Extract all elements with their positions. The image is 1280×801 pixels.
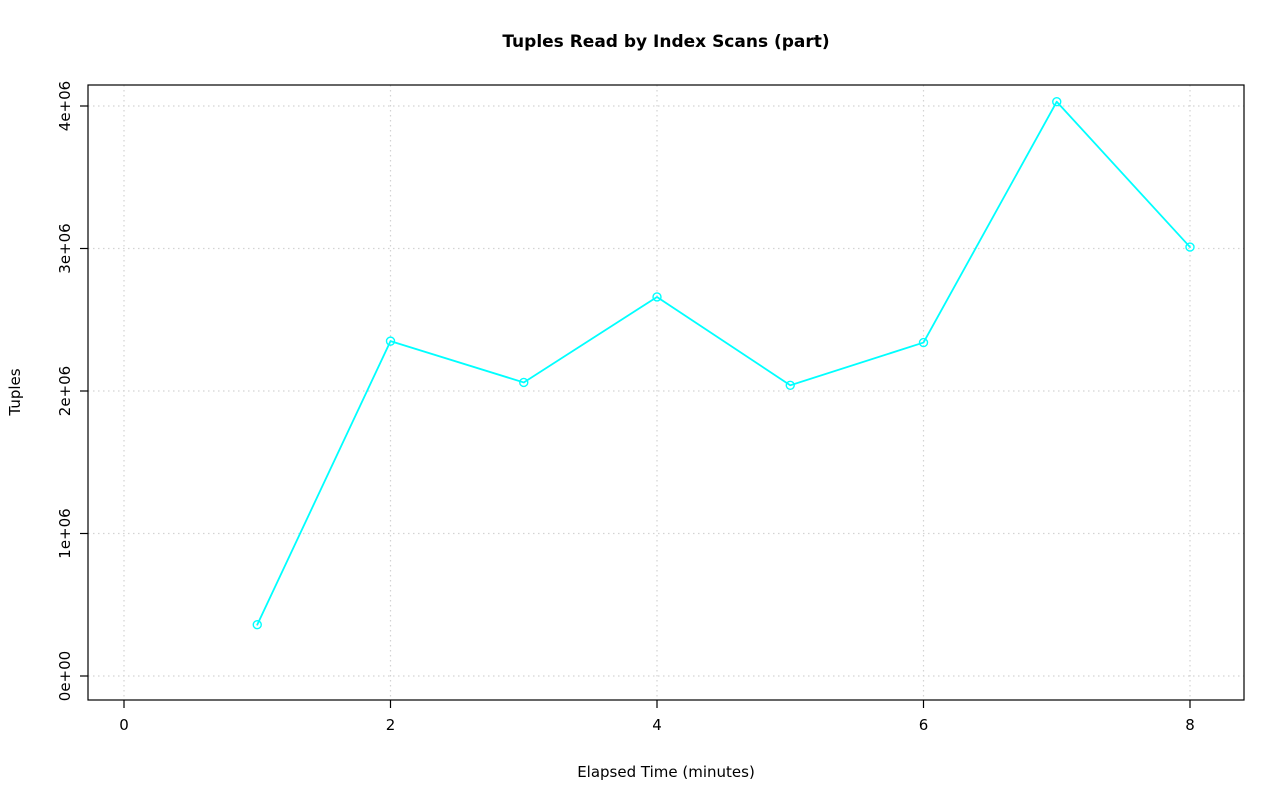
axis-ticks: 0 2 4 6 8 0e+00 1e+06 2e+06 3e+06 4e+06: [56, 81, 1195, 734]
data-point-marker: [1185, 242, 1195, 252]
data-point-marker: [519, 377, 529, 388]
data-point-marker: [918, 337, 929, 348]
y-tick-label: 0e+00: [56, 651, 74, 701]
x-tick-label: 2: [386, 716, 396, 734]
data-point-marker: [385, 336, 396, 346]
data-point-marker: [1052, 97, 1062, 107]
x-tick-label: 8: [1185, 716, 1195, 734]
plot-border: [87, 84, 1245, 701]
data-point-marker: [252, 620, 262, 630]
series-line: [256, 100, 1191, 626]
y-tick-label: 4e+06: [56, 81, 74, 131]
y-tick-label: 3e+06: [56, 223, 74, 273]
y-tick-label: 1e+06: [56, 508, 74, 558]
x-tick-label: 6: [919, 716, 929, 734]
data-point-marker: [652, 292, 662, 302]
y-axis-label: Tuples: [6, 368, 24, 416]
data-series: [252, 97, 1195, 630]
y-tick-label: 2e+06: [56, 366, 74, 416]
grid-lines: [88, 85, 1244, 700]
x-tick-label: 0: [119, 716, 129, 734]
data-point-marker: [785, 380, 795, 390]
chart-title: Tuples Read by Index Scans (part): [502, 32, 829, 52]
x-tick-label: 4: [652, 716, 662, 734]
x-axis-label: Elapsed Time (minutes): [577, 763, 755, 781]
